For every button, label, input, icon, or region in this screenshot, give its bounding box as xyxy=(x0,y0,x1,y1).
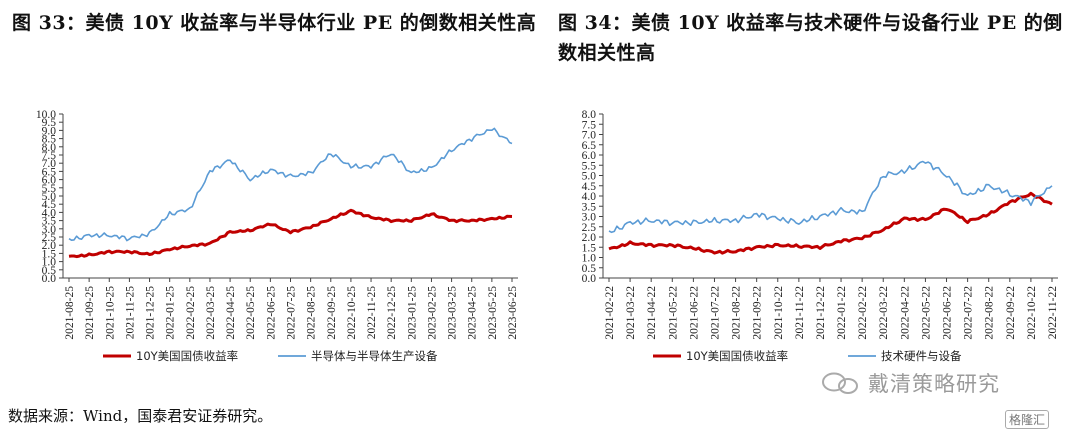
y-tick-label: 9.0 xyxy=(42,125,57,137)
series-line xyxy=(68,208,513,259)
x-tick-label: 2021-09-22 xyxy=(752,286,764,340)
x-tick-label: 2023-06-25 xyxy=(507,286,519,340)
x-tick-label: 2022-11-25 xyxy=(366,286,378,339)
y-tick-label: 4.0 xyxy=(42,207,57,219)
x-tick-label: 2022-05-25 xyxy=(245,286,257,340)
y-tick-label: 7.0 xyxy=(42,158,57,170)
legend-label: 半导体与半导体生产设备 xyxy=(311,349,438,363)
y-tick-label: 9.5 xyxy=(42,117,57,129)
y-tick-label: 0.5 xyxy=(582,263,597,275)
y-tick-label: 0.0 xyxy=(42,273,57,285)
x-tick-label: 2022-03-25 xyxy=(205,286,217,340)
y-tick-label: 6.5 xyxy=(42,166,57,178)
y-tick-label: 5.5 xyxy=(42,183,57,195)
y-tick-label: 8.0 xyxy=(42,142,57,154)
x-tick-label: 2022-01-22 xyxy=(836,286,848,340)
watermark-badge: 格隆汇 xyxy=(1005,410,1050,429)
x-tick-label: 2021-05-22 xyxy=(667,286,679,340)
x-tick-label: 2022-03-22 xyxy=(878,286,890,340)
y-tick-label: 0.0 xyxy=(582,273,597,285)
legend-label: 10Y美国国债收益率 xyxy=(136,349,238,363)
x-tick-label: 2022-07-25 xyxy=(286,286,298,340)
y-tick-label: 2.0 xyxy=(42,240,57,252)
y-tick-label: 5.0 xyxy=(42,191,57,203)
y-tick-label: 8.0 xyxy=(582,109,597,121)
series-line xyxy=(608,160,1053,234)
y-tick-label: 1.0 xyxy=(42,257,57,269)
x-tick-label: 2021-12-25 xyxy=(145,286,157,340)
x-tick-label: 2021-08-22 xyxy=(731,286,743,340)
x-tick-label: 2022-02-22 xyxy=(857,286,869,340)
x-tick-label: 2021-11-25 xyxy=(124,286,136,339)
watermark-text: 戴清策略研究 xyxy=(868,372,1000,396)
x-tick-label: 2021-09-25 xyxy=(84,286,96,340)
chart-semiconductor: 0.00.51.01.52.02.53.03.54.04.55.05.56.06… xyxy=(36,109,519,363)
wechat-icon xyxy=(822,372,858,394)
y-tick-label: 2.5 xyxy=(42,232,57,244)
x-tick-label: 2021-10-25 xyxy=(104,286,116,340)
x-tick-label: 2022-06-22 xyxy=(942,286,954,340)
x-tick-label: 2022-04-25 xyxy=(225,286,237,340)
x-tick-label: 2021-10-22 xyxy=(773,286,785,340)
x-tick-label: 2022-11-22 xyxy=(1047,286,1059,339)
legend-label: 10Y美国国债收益率 xyxy=(686,349,788,363)
x-tick-label: 2022-10-25 xyxy=(346,286,358,340)
y-tick-label: 2.0 xyxy=(582,232,597,244)
x-tick-label: 2022-04-22 xyxy=(899,286,911,340)
y-tick-label: 10.0 xyxy=(36,109,56,121)
y-tick-label: 3.0 xyxy=(42,224,57,236)
figure-33-title: 图 33：美债 10Y 收益率与半导体行业 PE 的倒数相关性高 xyxy=(12,12,537,34)
x-tick-label: 2021-04-22 xyxy=(646,286,658,340)
y-tick-label: 5.0 xyxy=(582,171,597,183)
y-tick-label: 4.5 xyxy=(582,181,597,193)
x-tick-label: 2023-05-25 xyxy=(487,286,499,340)
y-tick-label: 6.0 xyxy=(42,175,57,187)
series-line xyxy=(608,191,1053,255)
source-note: 数据来源：Wind，国泰君安证券研究。 xyxy=(8,407,273,425)
y-tick-label: 1.5 xyxy=(582,242,597,254)
x-tick-label: 2021-11-22 xyxy=(794,286,806,339)
x-tick-label: 2021-06-22 xyxy=(688,286,700,340)
x-tick-label: 2021-08-25 xyxy=(64,286,76,340)
x-tick-label: 2022-07-22 xyxy=(963,286,975,340)
y-tick-label: 7.0 xyxy=(582,130,597,142)
series-line xyxy=(68,127,513,242)
y-tick-label: 8.5 xyxy=(42,134,57,146)
legend-label: 技术硬件与设备 xyxy=(881,349,962,363)
x-tick-label: 2022-09-25 xyxy=(326,286,338,340)
x-tick-label: 2022-08-22 xyxy=(984,286,996,340)
x-tick-label: 2023-04-25 xyxy=(467,286,479,340)
x-tick-label: 2022-08-25 xyxy=(306,286,318,340)
x-tick-label: 2022-09-22 xyxy=(1005,286,1017,340)
y-tick-label: 1.5 xyxy=(42,248,57,260)
y-tick-label: 0.5 xyxy=(42,265,57,277)
y-tick-label: 2.5 xyxy=(582,222,597,234)
y-tick-label: 4.0 xyxy=(582,191,597,203)
x-tick-label: 2022-01-25 xyxy=(165,286,177,340)
x-tick-label: 2022-06-25 xyxy=(265,286,277,340)
y-tick-label: 1.0 xyxy=(582,253,597,265)
x-tick-label: 2022-12-25 xyxy=(386,286,398,340)
y-tick-label: 6.0 xyxy=(582,150,597,162)
y-tick-label: 3.5 xyxy=(42,216,57,228)
figure-34-title: 图 34：美债 10Y 收益率与技术硬件与设备行业 PE 的倒数相关性高 xyxy=(558,12,1063,64)
y-tick-label: 3.5 xyxy=(582,201,597,213)
x-tick-label: 2022-05-22 xyxy=(920,286,932,340)
y-tick-label: 5.5 xyxy=(582,160,597,172)
y-tick-label: 6.5 xyxy=(582,140,597,152)
y-tick-label: 4.5 xyxy=(42,199,57,211)
x-tick-label: 2021-03-22 xyxy=(625,286,637,340)
x-tick-label: 2021-07-22 xyxy=(709,286,721,340)
x-tick-label: 2023-01-25 xyxy=(406,286,418,340)
y-tick-label: 7.5 xyxy=(42,150,57,162)
x-tick-label: 2023-03-25 xyxy=(447,286,459,340)
x-tick-label: 2022-10-22 xyxy=(1026,286,1038,340)
y-tick-label: 7.5 xyxy=(582,119,597,131)
x-tick-label: 2021-02-22 xyxy=(604,286,616,340)
chart-tech-hardware: 0.00.51.01.52.02.53.03.54.04.55.05.56.06… xyxy=(582,109,1059,363)
x-tick-label: 2023-02-25 xyxy=(426,286,438,340)
x-tick-label: 2021-12-22 xyxy=(815,286,827,340)
x-tick-label: 2022-02-25 xyxy=(185,286,197,340)
y-tick-label: 3.0 xyxy=(582,212,597,224)
